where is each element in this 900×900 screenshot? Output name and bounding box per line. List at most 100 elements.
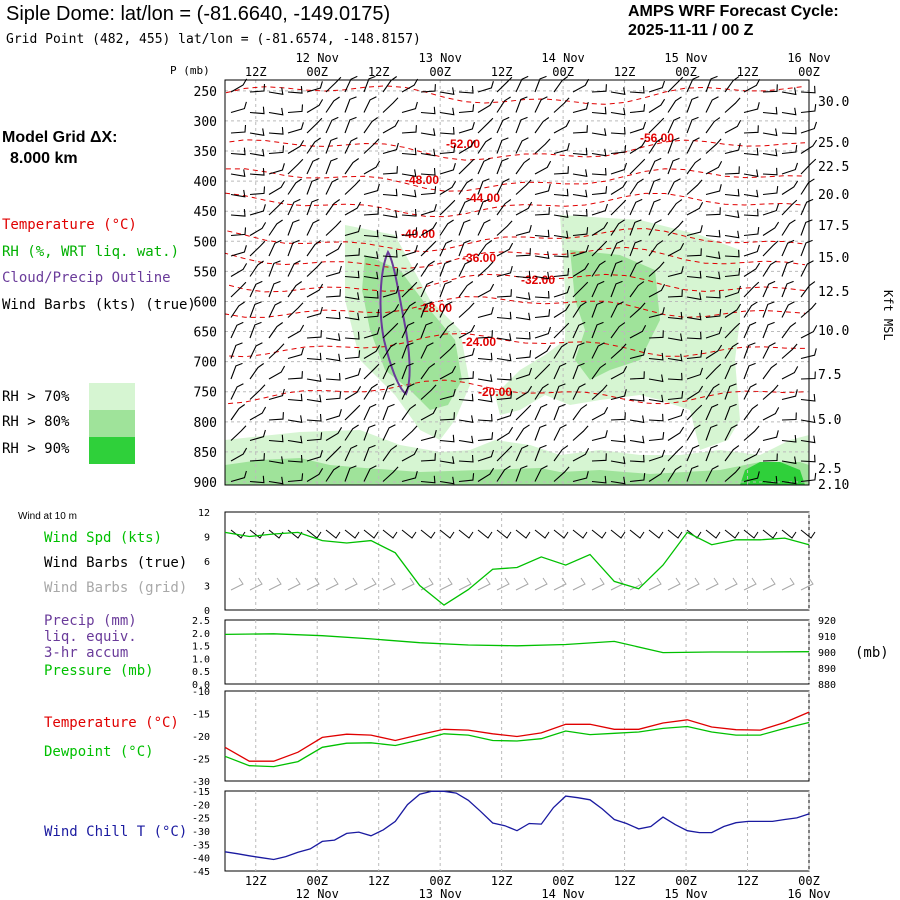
- wind-barb: [534, 344, 552, 359]
- wind-barb: [629, 85, 645, 94]
- wind-barb: [534, 424, 547, 441]
- pressure-tick-label: 900: [194, 476, 217, 491]
- wind-barb: [458, 140, 476, 154]
- wind-barb: [553, 445, 569, 462]
- wind-barb: [743, 471, 760, 483]
- wind-barb-grid: [268, 577, 282, 591]
- wind-barb: [572, 447, 590, 462]
- wind-barb: [686, 96, 699, 113]
- wind-barb: [762, 430, 779, 442]
- wind-barb: [762, 186, 779, 196]
- wind-barb: [287, 302, 304, 318]
- top-time-tick-label: 12Z: [245, 65, 267, 79]
- wind-barb: [249, 204, 266, 216]
- temperature-ytick-label: -20: [192, 732, 210, 743]
- wind-barb-grid: [458, 577, 472, 591]
- wind-barb: [800, 302, 817, 318]
- wind-barb: [610, 126, 626, 135]
- wind-barb: [591, 221, 609, 236]
- wind-barb: [382, 403, 395, 421]
- wind-barb: [553, 268, 570, 278]
- wind-barb: [648, 98, 666, 113]
- temperature-series-label: Temperature (°C): [44, 715, 179, 731]
- wind-barb: [230, 169, 246, 177]
- wind-barb: [401, 169, 417, 177]
- top-time-tick-label: 12Z: [737, 65, 759, 79]
- wind-barb: [800, 219, 813, 236]
- wind-barb: [458, 302, 475, 318]
- wind-barb: [648, 449, 666, 462]
- wind-barb: [496, 408, 514, 421]
- wind-barb: [781, 389, 798, 401]
- wind-barb: [629, 415, 645, 424]
- wind-barb: [610, 145, 627, 155]
- wind-barb: [610, 107, 626, 116]
- wind-barb: [439, 456, 455, 464]
- wind-barb: [591, 106, 607, 115]
- legend-rh: RH (%, WRT liq. wat.): [2, 244, 180, 260]
- wind-barb: [515, 116, 528, 134]
- wind-barb: [629, 302, 646, 318]
- wind-barb: [515, 75, 529, 93]
- wind-ytick-label: 9: [204, 533, 210, 544]
- wind-barb: [363, 96, 377, 113]
- model-grid-label: Model Grid ΔX:: [2, 129, 118, 146]
- wind-barb: [230, 425, 247, 441]
- wind-barb: [325, 116, 339, 134]
- wind-barb-grid: [496, 577, 510, 591]
- wind-barb: [230, 447, 248, 462]
- wind-barb: [306, 306, 323, 319]
- wind-barb: [325, 311, 341, 320]
- wind-barb: [344, 96, 357, 113]
- wind-barb: [477, 374, 493, 382]
- wind-barb: [572, 383, 586, 400]
- wind-barb: [762, 363, 778, 380]
- wind-barb: [762, 260, 777, 277]
- wind-barb: [306, 468, 324, 482]
- wind-barb: [610, 219, 625, 236]
- wind-barb: [420, 321, 433, 339]
- wind-barb: [515, 385, 533, 400]
- wind-barb: [325, 391, 342, 401]
- wind-barb: [667, 220, 684, 236]
- pressure-tick-label: 350: [194, 145, 217, 160]
- temperature-line: [224, 711, 810, 762]
- wind-barb-true: [572, 529, 588, 539]
- wind-barb: [629, 121, 647, 134]
- wind-barb: [667, 199, 683, 216]
- wind-barb: [439, 219, 454, 236]
- wind-barb: [325, 465, 340, 482]
- wind-barb: [268, 280, 281, 298]
- height-tick-label: 30.0: [818, 95, 849, 110]
- wind-barb: [249, 384, 266, 400]
- wind-barb: [572, 471, 589, 483]
- wind-barb: [515, 350, 532, 360]
- wind-barb: [268, 343, 285, 359]
- isotherm-line: [224, 296, 806, 318]
- wind-barb: [686, 75, 700, 93]
- wind-barb: [382, 230, 398, 239]
- wind-barb: [382, 166, 398, 175]
- wind-barb-grid: [401, 577, 415, 591]
- wind-barb: [743, 78, 761, 93]
- wind-barb: [572, 78, 590, 93]
- wind-barb: [534, 117, 550, 134]
- wind-barb: [705, 184, 722, 196]
- isotherm-label: -20.00: [478, 385, 512, 399]
- pressure-tick-label: 300: [194, 115, 217, 130]
- wind-barb: [306, 261, 323, 277]
- wind-barb: [363, 327, 380, 339]
- wind-barb-grid: [572, 577, 586, 591]
- wind-barb: [306, 178, 319, 195]
- wind-barb: [458, 198, 472, 216]
- bottom-time-tick-label: 12Z: [368, 874, 390, 888]
- wind-barb: [306, 240, 322, 257]
- wind-barb: [420, 106, 436, 115]
- isotherm-label: -44.00: [466, 191, 500, 205]
- wind-barb: [648, 307, 665, 319]
- wind-barb: [458, 324, 476, 339]
- wind-barb: [762, 342, 776, 359]
- isotherm-line: [224, 139, 806, 161]
- wind-barb: [800, 139, 818, 154]
- wind-barb: [686, 248, 702, 257]
